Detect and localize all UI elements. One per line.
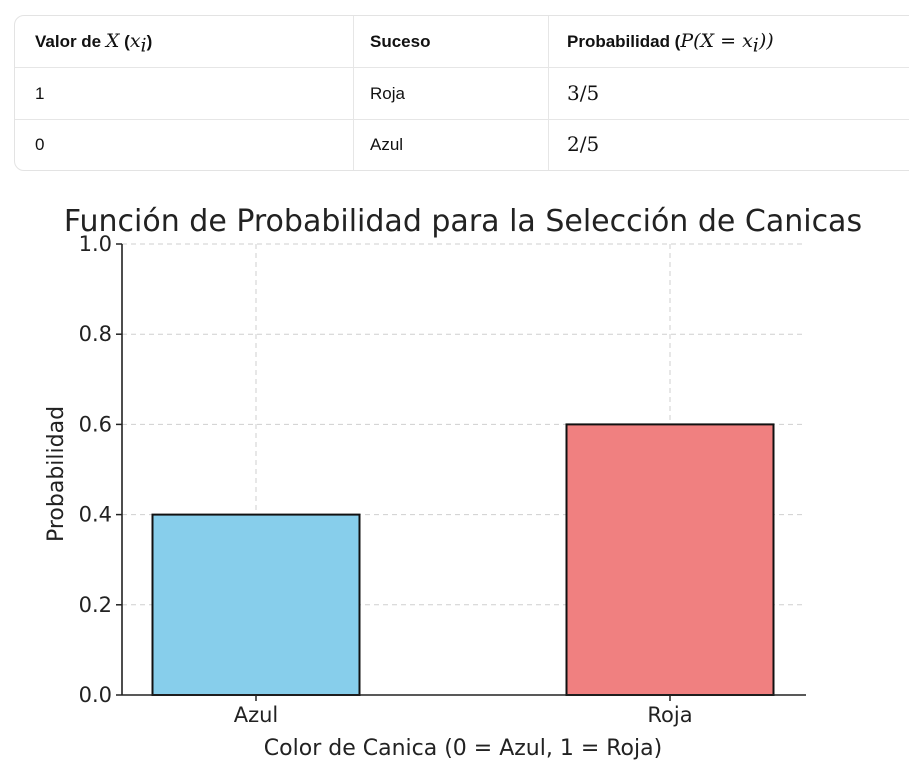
cell-event: Azul [370,135,404,154]
column-divider [548,16,549,170]
table-row: 0 Azul 2/5 [15,119,909,170]
cell-event: Roja [370,84,405,103]
cell-value: 0 [35,135,45,154]
y-tick-label: 0.8 [79,322,112,346]
table-header-row: Valor de X (xi) Suceso Probabilidad (P(X… [15,16,909,68]
y-tick-label: 0.0 [79,683,112,707]
header-probability: Probabilidad (P(X = xi)) [567,30,774,57]
column-divider [353,16,354,170]
probability-table: Valor de X (xi) Suceso Probabilidad (P(X… [14,15,909,171]
cell-value: 1 [35,84,45,103]
bar-roja [565,423,775,696]
y-axis-label: Probabilidad [44,406,69,542]
probability-bar-chart: Función de Probabilidad para la Selecció… [44,204,862,761]
table-row: 1 Roja 3/5 [15,68,909,120]
chart-title: Función de Probabilidad para la Selecció… [64,204,862,239]
y-tick-label: 0.2 [79,593,112,617]
y-ticks: 0.0 0.2 0.4 0.6 0.8 1.0 [79,232,122,707]
y-tick-label: 1.0 [79,232,112,256]
axes [121,244,806,696]
x-axis-label: Color de Canica (0 = Azul, 1 = Roja) [264,736,662,761]
x-tick-label: Roja [647,703,692,727]
header-value-of-x: Valor de X (xi) [35,30,153,57]
bars [151,423,775,696]
cell-probability: 3/5 [567,81,600,105]
x-tick-label: Azul [234,703,279,727]
y-tick-label: 0.4 [79,503,112,527]
cell-probability: 2/5 [567,132,600,156]
x-ticks: Azul Roja [234,695,693,727]
header-event: Suceso [370,32,431,51]
bar-azul [151,513,361,696]
y-tick-label: 0.6 [79,412,112,436]
